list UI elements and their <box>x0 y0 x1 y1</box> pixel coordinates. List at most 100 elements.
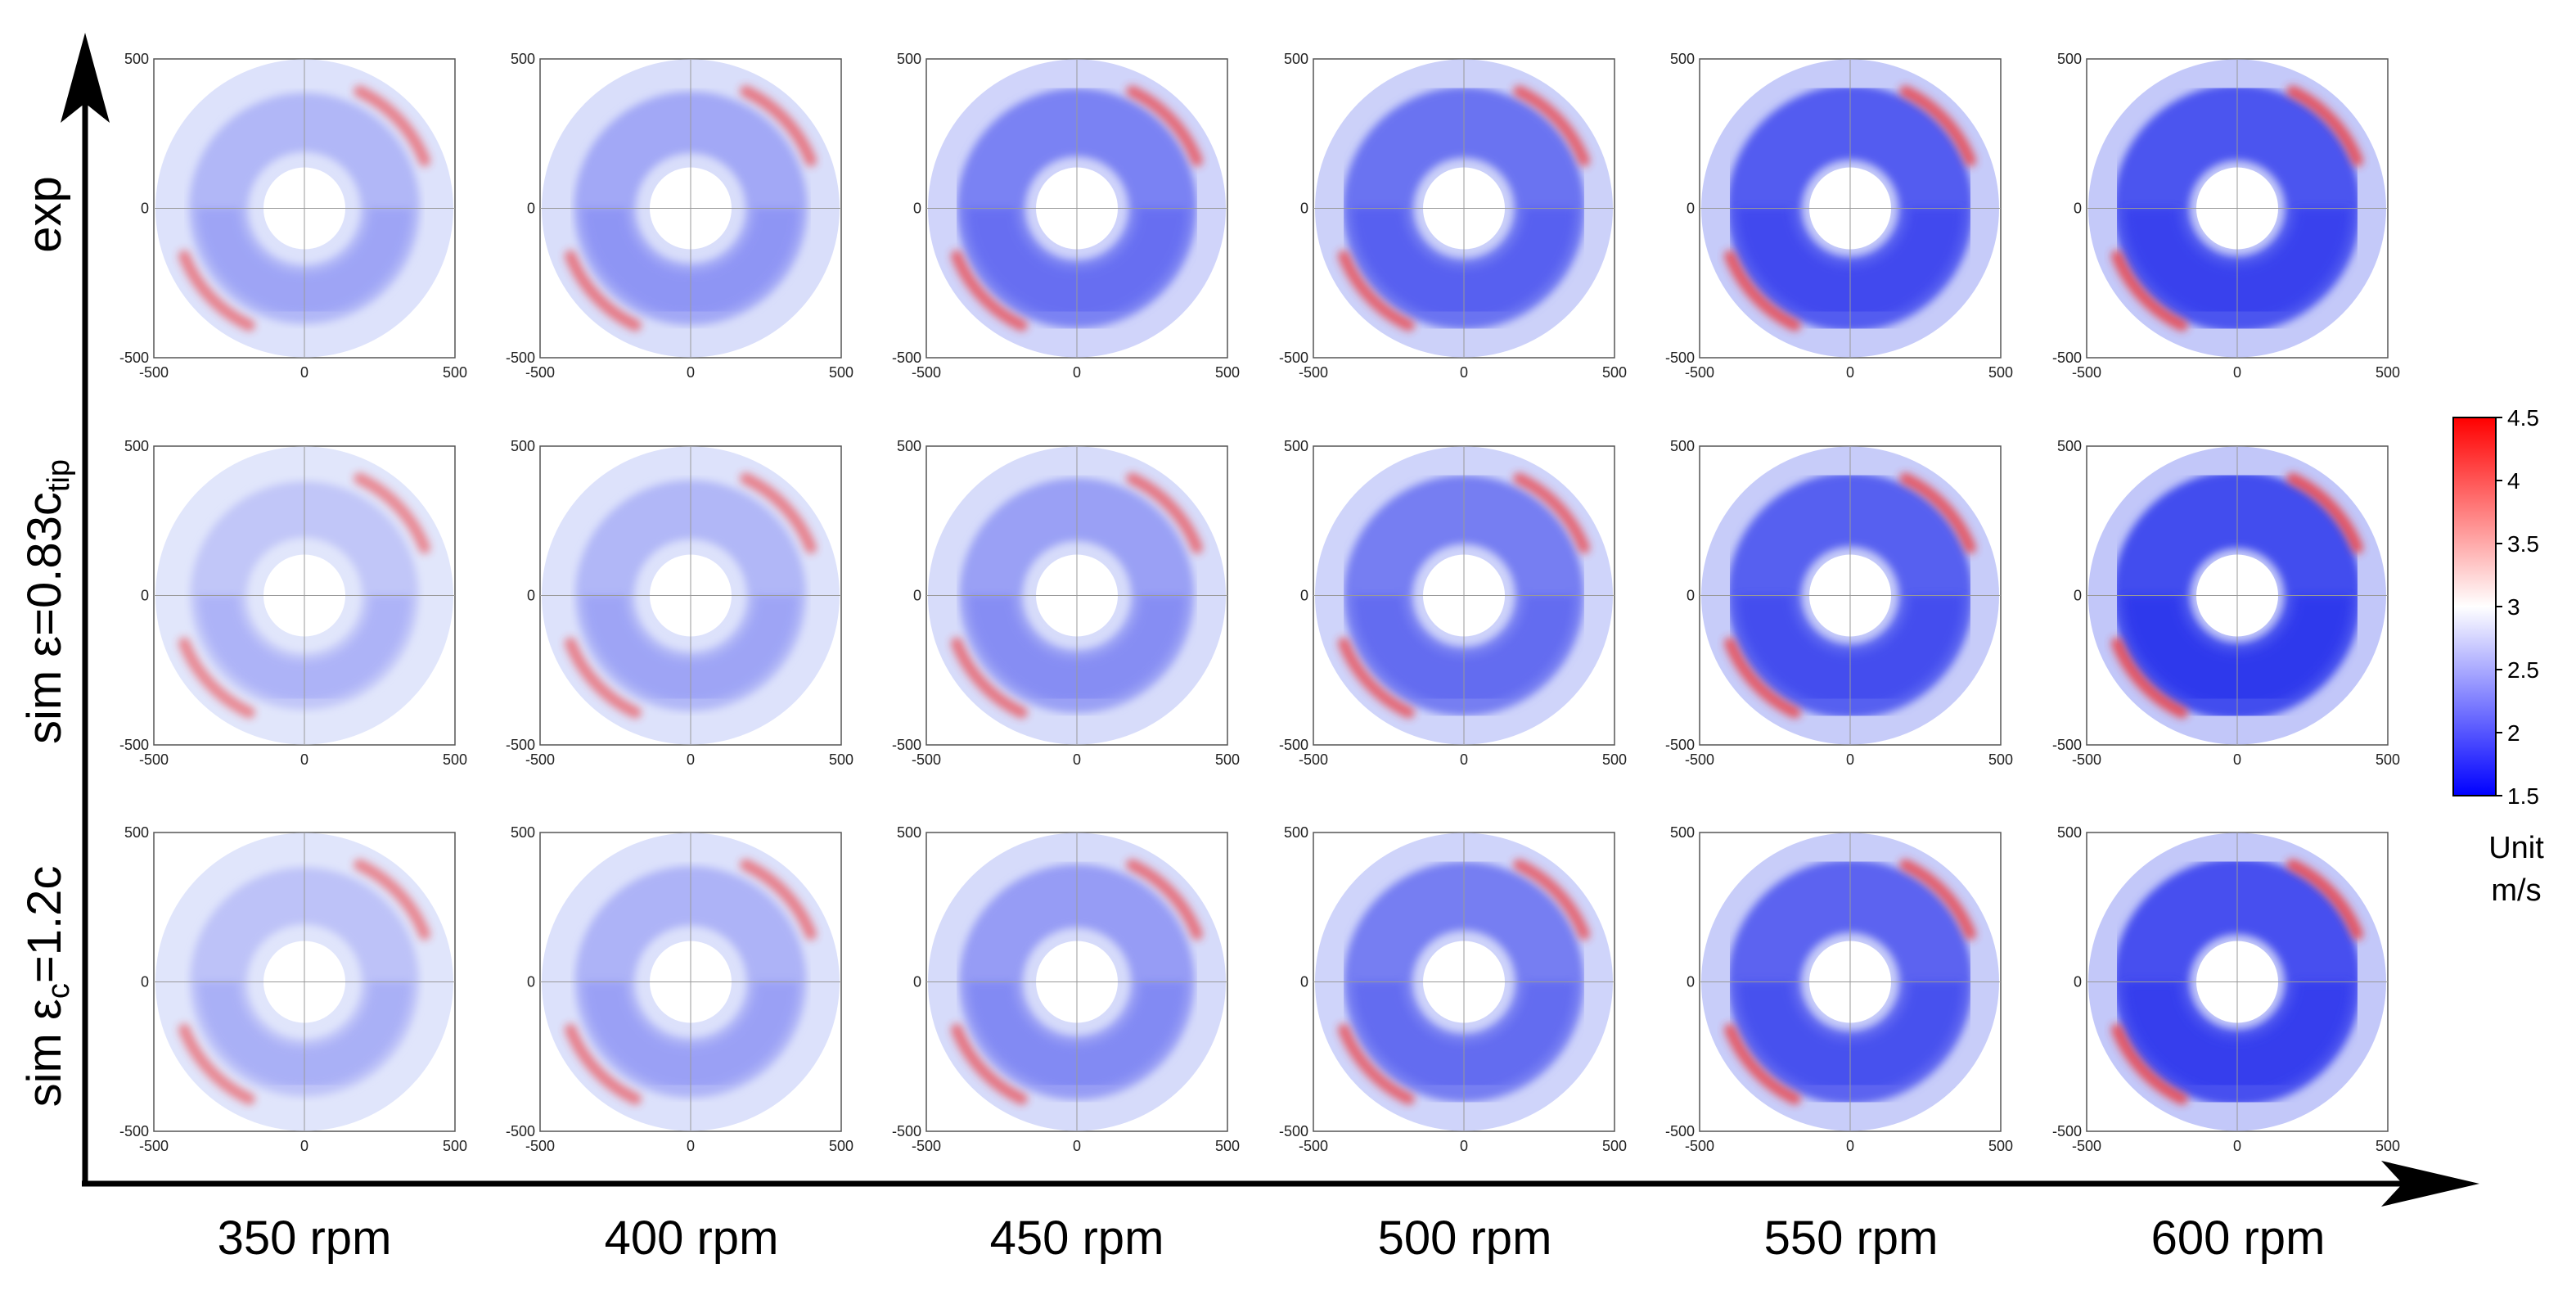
tip-vortex-upper <box>740 472 817 554</box>
y-tick-label: -500 <box>1279 737 1308 753</box>
y-tick-label: 0 <box>141 588 149 604</box>
y-tick-label: 0 <box>1687 201 1695 217</box>
colorbar-unit: m/s <box>2491 873 2541 908</box>
y-tick-label: 500 <box>1670 438 1695 454</box>
y-tick-label: 0 <box>527 201 535 217</box>
y-tick-label: -500 <box>1665 350 1695 366</box>
y-tick-label: 500 <box>1284 51 1308 67</box>
y-tick-label: 500 <box>2057 438 2082 454</box>
heatmap-panel: 500 0 -500-500 0 500 <box>892 51 1240 381</box>
y-tick-label: 500 <box>1284 824 1308 841</box>
heatmap-panel: 500 0 -500-500 0 500 <box>2052 51 2400 381</box>
y-tick-label: 500 <box>2057 51 2082 67</box>
y-tick-label: 0 <box>2074 588 2082 604</box>
tip-vortex-lower <box>951 637 1028 719</box>
y-axis-arrowhead <box>61 33 110 123</box>
y-tick-label: -500 <box>506 350 535 366</box>
y-tick-label: 0 <box>1687 974 1695 990</box>
x-tick-label: 500 <box>443 364 467 381</box>
x-tick-label: 500 <box>1215 1138 1240 1154</box>
x-axis-arrowhead <box>2381 1161 2479 1207</box>
x-tick-label: 500 <box>829 751 853 768</box>
x-tick-label: 0 <box>2233 364 2241 381</box>
tip-vortex-upper <box>1513 859 1590 941</box>
x-tick-label: 500 <box>829 1138 853 1154</box>
colorbar-tick-label: 2 <box>2507 720 2520 746</box>
tip-vortex-upper <box>2286 472 2363 554</box>
y-tick-label: -500 <box>1279 350 1308 366</box>
tip-vortex-lower <box>178 1023 255 1105</box>
row-labels: exp sim ε=0.83ctip sim εc=1.2c <box>18 176 76 1107</box>
y-tick-label: -500 <box>892 737 921 753</box>
tip-vortex-lower <box>2111 637 2188 719</box>
x-tick-label: -500 <box>1299 364 1328 381</box>
colorbar-tick-label: 1.5 <box>2507 783 2539 809</box>
x-tick-label: -500 <box>139 1138 169 1154</box>
y-tick-label: 0 <box>913 201 921 217</box>
x-tick-label: 500 <box>1988 1138 2013 1154</box>
x-tick-label: -500 <box>1299 751 1328 768</box>
heatmap-panel: 500 0 -500-500 0 500 <box>1279 438 1627 768</box>
y-tick-label: 0 <box>1300 588 1308 604</box>
tip-vortex-lower <box>1724 637 1801 719</box>
y-tick-label: 0 <box>2074 974 2082 990</box>
x-tick-label: 500 <box>2376 364 2400 381</box>
x-tick-label: 500 <box>1988 751 2013 768</box>
column-label: 500 rpm <box>1378 1212 1552 1265</box>
tip-vortex-lower <box>178 250 255 332</box>
x-tick-label: 0 <box>1073 751 1081 768</box>
y-tick-label: 500 <box>124 438 149 454</box>
colorbar-ticks: 4.5 4 3.5 3 2.5 2 1.5 <box>2496 405 2539 809</box>
tip-vortex-lower <box>2111 1023 2188 1105</box>
heatmap-panel: 500 0 -500-500 0 500 <box>506 824 853 1154</box>
y-tick-label: 0 <box>527 588 535 604</box>
x-tick-label: 500 <box>443 751 467 768</box>
heatmap-panel: 500 0 -500-500 0 500 <box>1665 824 2013 1154</box>
x-tick-label: -500 <box>1685 1138 1714 1154</box>
heatmap-panel: 500 0 -500-500 0 500 <box>2052 438 2400 768</box>
x-tick-label: 0 <box>300 364 308 381</box>
column-labels: 350 rpm 400 rpm 450 rpm 500 rpm 550 rpm … <box>218 1212 2326 1265</box>
x-tick-label: -500 <box>912 751 941 768</box>
y-tick-label: 0 <box>913 974 921 990</box>
y-tick-label: -500 <box>506 737 535 753</box>
x-tick-label: -500 <box>139 364 169 381</box>
y-tick-label: -500 <box>1665 737 1695 753</box>
tip-vortex-lower <box>951 250 1028 332</box>
column-label: 350 rpm <box>218 1212 392 1265</box>
x-tick-label: 0 <box>687 1138 695 1154</box>
row-label-sim-tip: sim ε=0.83ctip <box>18 459 76 744</box>
colorbar-tick-label: 4.5 <box>2507 405 2539 431</box>
tip-vortex-upper <box>354 85 430 167</box>
y-tick-label: 0 <box>2074 201 2082 217</box>
tip-vortex-lower <box>565 250 642 332</box>
tip-vortex-upper <box>1899 85 1976 167</box>
x-tick-label: -500 <box>2072 364 2101 381</box>
x-tick-label: 500 <box>1602 364 1627 381</box>
tip-vortex-upper <box>1513 85 1590 167</box>
y-tick-label: 500 <box>1284 438 1308 454</box>
y-tick-label: -500 <box>1279 1123 1308 1139</box>
x-tick-label: 0 <box>1073 1138 1081 1154</box>
y-tick-label: 0 <box>1300 201 1308 217</box>
y-tick-label: 500 <box>511 51 535 67</box>
x-tick-label: 500 <box>829 364 853 381</box>
y-tick-label: 500 <box>1670 824 1695 841</box>
tip-vortex-upper <box>1126 859 1203 941</box>
heatmap-panel: 500 0 -500-500 0 500 <box>506 438 853 768</box>
tip-vortex-lower <box>1338 637 1415 719</box>
y-tick-label: 500 <box>897 824 921 841</box>
column-label: 600 rpm <box>2151 1212 2326 1265</box>
x-tick-label: 500 <box>2376 751 2400 768</box>
tip-vortex-upper <box>2286 85 2363 167</box>
x-tick-label: 0 <box>1460 751 1468 768</box>
row-label-exp: exp <box>18 176 71 253</box>
tip-vortex-upper <box>1513 472 1590 554</box>
y-tick-label: 500 <box>897 438 921 454</box>
axes-arrows <box>61 33 2479 1207</box>
y-tick-label: -500 <box>119 737 149 753</box>
x-tick-label: 0 <box>1846 1138 1854 1154</box>
y-tick-label: 0 <box>141 974 149 990</box>
column-label: 400 rpm <box>605 1212 779 1265</box>
